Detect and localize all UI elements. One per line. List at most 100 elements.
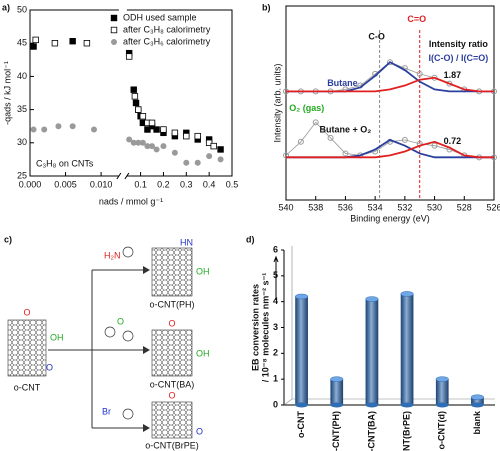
point xyxy=(194,132,201,140)
floor xyxy=(283,246,495,406)
point xyxy=(139,113,147,120)
bar-cap xyxy=(365,296,379,302)
x-axis-label: Binding energy (eV) xyxy=(350,213,430,223)
x-tick-label: 0.1 xyxy=(134,179,147,189)
nanotube xyxy=(151,401,193,439)
bar-base xyxy=(295,402,308,408)
group: O xyxy=(46,362,53,372)
x-tick-label: 530 xyxy=(427,202,442,212)
legend-label: ODH used sample xyxy=(123,12,197,22)
point xyxy=(135,139,142,146)
point xyxy=(416,70,423,77)
plot-frame xyxy=(29,9,233,177)
curve xyxy=(286,140,494,159)
x-tick-label: 0.2 xyxy=(157,179,170,189)
y-tick-label: 5 xyxy=(273,270,278,280)
annotation: C₃H₈ on CNTs xyxy=(36,158,94,168)
x-tick-label: 538 xyxy=(308,202,323,212)
annotation: I(C-O) / I(C=O) xyxy=(428,53,488,63)
point xyxy=(431,142,438,149)
group: OH xyxy=(196,266,210,276)
reagent: H₂N xyxy=(104,250,121,260)
annotation: 0.72 xyxy=(444,136,462,146)
x-tick-label: o-CNT xyxy=(296,411,306,438)
point xyxy=(312,119,319,126)
x-tick-label: 0.000 xyxy=(19,179,42,189)
point xyxy=(144,143,151,150)
bar-cap xyxy=(470,394,484,400)
x-tick-label: 536 xyxy=(338,202,353,212)
point xyxy=(55,123,62,130)
nanotube xyxy=(7,319,47,377)
arrow-head xyxy=(143,266,150,432)
x-tick-label: o-CNT(d) xyxy=(437,411,447,449)
bar-shade xyxy=(435,379,449,405)
point xyxy=(160,143,167,150)
annotation: Butane xyxy=(327,78,358,88)
x-tick-label: o-CNT(BA) xyxy=(366,411,376,451)
y-tick-label: 4 xyxy=(273,296,278,306)
point xyxy=(205,139,213,146)
x-tick-label: 526 xyxy=(486,202,500,212)
curve xyxy=(286,76,494,93)
point xyxy=(135,106,142,113)
group: OH xyxy=(196,348,210,358)
annotation: 1.87 xyxy=(444,70,462,80)
point xyxy=(51,40,59,47)
bar-base xyxy=(365,402,379,408)
group: O xyxy=(23,307,30,317)
y-axis-label: -qads / kJ mol⁻¹ xyxy=(2,61,12,125)
bar-base xyxy=(330,402,344,408)
point xyxy=(148,119,156,127)
label: o-CNT xyxy=(14,382,41,392)
point xyxy=(153,126,160,133)
axis-break xyxy=(118,8,127,12)
ring xyxy=(122,330,134,342)
legend-marker xyxy=(110,14,118,22)
arrow-line xyxy=(48,270,93,428)
point xyxy=(217,156,224,163)
legend-label: after C₃H₆ calorimetry xyxy=(123,36,211,46)
point xyxy=(194,159,201,166)
reagent: O xyxy=(117,316,124,326)
point xyxy=(131,93,139,100)
arrow xyxy=(92,269,143,429)
point xyxy=(149,143,156,150)
bar-shade xyxy=(365,299,379,405)
annotation: O₂ (gas) xyxy=(289,103,324,113)
annotation: Intensity ratio xyxy=(429,39,489,49)
y-tick-label: 40 xyxy=(17,71,27,81)
x-tick-label: blank xyxy=(472,410,482,435)
point xyxy=(132,99,140,107)
point xyxy=(401,136,408,143)
x-tick-label: 534 xyxy=(368,202,383,212)
point xyxy=(130,86,137,93)
x-tick-label: 540 xyxy=(278,202,293,212)
point xyxy=(139,139,146,146)
x-tick-label: 0.005 xyxy=(54,179,77,189)
x-tick-label: o-CNT(PH) xyxy=(331,411,341,451)
ring xyxy=(122,246,134,258)
x-tick-label: 0.3 xyxy=(180,179,193,189)
point xyxy=(125,53,133,60)
group: OH xyxy=(50,332,64,342)
point xyxy=(171,129,179,137)
y-tick-label: 35 xyxy=(17,104,27,114)
bar-cap xyxy=(330,376,344,382)
point xyxy=(342,150,349,157)
point xyxy=(210,142,217,150)
y-tick-label: 30 xyxy=(17,137,27,147)
nanotube xyxy=(151,247,193,297)
bar-base xyxy=(471,402,484,408)
group: HN xyxy=(180,237,193,247)
x-tick-label: 528 xyxy=(457,202,472,212)
legend-label: after C₃H₈ calorimetry xyxy=(123,24,211,34)
legend-marker xyxy=(110,26,118,34)
axis-break xyxy=(116,172,130,180)
bar-cap xyxy=(400,291,414,297)
point xyxy=(83,40,91,47)
point xyxy=(69,38,76,45)
point xyxy=(30,126,37,133)
point xyxy=(297,138,304,145)
